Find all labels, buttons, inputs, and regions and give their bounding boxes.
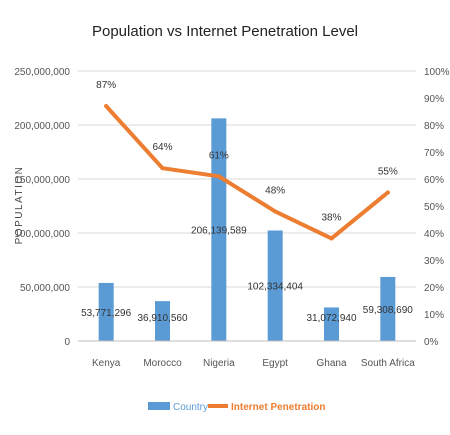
line-series [104, 104, 390, 241]
line-point [104, 104, 109, 109]
y-tick-label: 150,000,000 [14, 175, 70, 186]
line-data-label: 38% [321, 212, 341, 223]
x-tick-label: South Africa [361, 358, 415, 369]
line-point [216, 174, 221, 179]
line-data-label: 87% [96, 80, 116, 91]
y2-tick-label: 90% [424, 94, 444, 105]
y2-tick-label: 60% [424, 175, 444, 186]
bar-data-label: 59,308,690 [363, 305, 413, 316]
data-labels: 53,771,296 36,910,560 206,139,589 102,334,4… [81, 80, 413, 324]
y2-tick-label: 0% [424, 337, 439, 348]
bar [155, 301, 170, 341]
gridlines [78, 70, 416, 288]
line-point [385, 190, 390, 195]
y2-tick-label: 10% [424, 310, 444, 321]
legend-label: Country [173, 402, 208, 413]
bar-data-label: 31,072,940 [306, 313, 356, 324]
x-tick-label: Kenya [92, 358, 121, 369]
legend-swatch [148, 402, 170, 410]
x-tick-label: Morocco [143, 358, 182, 369]
legend-label: Internet Penetration [231, 402, 325, 413]
line-data-label: 61% [209, 150, 229, 161]
legend-item-country: Country [148, 402, 208, 413]
bar [267, 230, 283, 341]
bar [324, 307, 339, 341]
y2-tick-label: 20% [424, 283, 444, 294]
y2-tick-label: 70% [424, 148, 444, 159]
y-tick-label: 100,000,000 [14, 229, 70, 240]
line-data-label: 48% [265, 185, 285, 196]
chart-title: Population vs Internet Penetration Level [92, 23, 358, 40]
bar-series [98, 118, 396, 341]
bar-data-label: 102,334,404 [247, 282, 303, 293]
y-tick-label: 50,000,000 [20, 283, 70, 294]
bar-data-label: 206,139,589 [191, 226, 247, 237]
line-series-path [104, 104, 390, 241]
y2-tick-label: 50% [424, 202, 444, 213]
y-tick-label: 200,000,000 [14, 121, 70, 132]
legend: Country Internet Penetration [148, 402, 325, 413]
y2-tick-label: 80% [424, 121, 444, 132]
y-tick-label: 0 [64, 337, 70, 348]
x-tick-label: Nigeria [203, 358, 235, 369]
axes: 0 50,000,000 100,000,000 150,000,000 200,000… [14, 67, 449, 369]
line-point [160, 166, 165, 171]
line-data-label: 55% [378, 167, 398, 178]
y2-tick-label: 30% [424, 256, 444, 267]
bar [98, 282, 114, 341]
y2-tick-label: 100% [424, 67, 450, 78]
line-point [329, 236, 334, 241]
bar-data-label: 36,910,560 [137, 313, 187, 324]
y-axis-label: POPULATION [14, 166, 25, 245]
line-data-label: 64% [152, 142, 172, 153]
bar-data-label: 53,771,296 [81, 308, 131, 319]
legend-item-internet-penetration: Internet Penetration [208, 402, 325, 413]
bar [380, 276, 396, 341]
y2-tick-label: 40% [424, 229, 444, 240]
x-tick-label: Ghana [316, 358, 346, 369]
y-tick-label: 250,000,000 [14, 67, 70, 78]
line-point [273, 209, 278, 214]
x-tick-label: Egypt [262, 358, 288, 369]
